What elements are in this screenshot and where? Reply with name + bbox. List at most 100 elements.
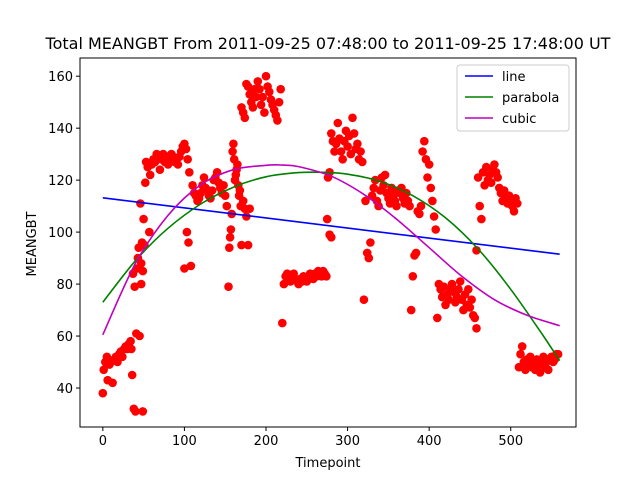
data-point-197 [366, 238, 375, 247]
data-point-276 [493, 173, 503, 182]
legend-label-parabola: parabola [502, 91, 559, 106]
data-point-69 [184, 238, 193, 247]
data-point-1 [99, 365, 108, 375]
data-point-189 [353, 139, 362, 149]
data-point-122 [248, 103, 258, 112]
data-point-251 [454, 285, 463, 294]
data-point-125 [253, 77, 263, 86]
data-point-138 [274, 97, 284, 107]
data-point-35 [136, 279, 146, 289]
data-point-83 [207, 186, 217, 195]
data-point-175 [330, 147, 339, 156]
data-point-67 [180, 264, 189, 273]
data-point-307 [544, 365, 553, 375]
plot-area: 0 100 200 300 400 500 40 60 80 100 120 140 160 [48, 57, 577, 449]
y-tick-label-4: 120 [48, 174, 73, 189]
data-point-262 [472, 324, 481, 333]
data-point-265 [475, 201, 485, 211]
data-point-48 [155, 165, 165, 174]
data-point-213 [392, 201, 401, 211]
data-point-19 [127, 344, 136, 354]
chart-title: Total MEANGBT From 2011-09-25 07:48:00 t… [45, 34, 611, 53]
data-point-228 [416, 201, 426, 211]
data-point-238 [433, 313, 442, 323]
data-point-66 [185, 168, 194, 177]
data-point-70 [186, 261, 196, 271]
data-point-95 [225, 233, 235, 242]
data-point-112 [242, 212, 251, 221]
data-point-222 [406, 305, 416, 315]
data-point-25 [136, 199, 145, 208]
data-point-206 [380, 170, 390, 180]
legend-label-line: line [502, 70, 525, 85]
y-tick-label-5: 140 [48, 122, 73, 137]
data-point-29 [140, 240, 149, 250]
data-point-180 [338, 155, 348, 164]
data-point-269 [482, 162, 491, 172]
data-point-96 [226, 225, 236, 234]
data-point-139 [276, 84, 286, 94]
data-point-113 [243, 240, 253, 250]
data-point-225 [411, 248, 421, 258]
data-point-94 [225, 243, 234, 252]
data-point-247 [447, 279, 457, 289]
data-point-65 [183, 155, 192, 164]
data-point-168 [322, 214, 332, 224]
data-point-167 [322, 272, 331, 281]
data-point-59 [173, 160, 183, 169]
x-tick-label-2: 200 [254, 434, 279, 449]
data-point-114 [245, 204, 254, 213]
data-point-272 [486, 178, 496, 187]
data-point-257 [464, 285, 473, 294]
data-point-261 [470, 313, 480, 323]
x-tick-label-1: 100 [172, 434, 197, 449]
data-point-291 [517, 342, 527, 351]
data-point-179 [336, 147, 346, 156]
data-point-20 [127, 370, 137, 380]
series-cubic-line [102, 163, 560, 336]
data-point-170 [327, 233, 336, 242]
data-point-64 [181, 144, 191, 154]
data-point-274 [490, 160, 499, 169]
data-point-98 [228, 147, 237, 156]
y-tick-label-1: 60 [56, 330, 73, 345]
data-point-252 [455, 277, 465, 286]
data-point-130 [261, 71, 271, 81]
data-point-140 [278, 318, 287, 328]
data-point-38 [141, 178, 150, 187]
data-point-110 [238, 196, 248, 206]
data-point-137 [273, 116, 282, 125]
data-point-229 [418, 147, 427, 156]
data-point-37 [138, 407, 148, 416]
data-point-13 [118, 352, 127, 362]
y-tick-label-2: 80 [56, 278, 73, 293]
data-point-119 [243, 82, 253, 91]
data-points [98, 71, 563, 416]
series-line-line [102, 197, 560, 255]
data-point-129 [260, 108, 269, 117]
data-point-128 [258, 92, 268, 102]
data-point-0 [98, 388, 108, 398]
x-axis-label: Timepoint [295, 456, 361, 471]
data-point-263 [472, 246, 481, 255]
x-tick-label-4: 400 [417, 434, 442, 449]
x-tick-label-0: 0 [99, 434, 107, 449]
data-point-191 [356, 147, 365, 156]
data-point-196 [364, 253, 374, 263]
data-point-18 [126, 336, 135, 346]
data-point-290 [516, 349, 525, 359]
data-point-235 [428, 196, 437, 206]
data-point-236 [429, 212, 439, 221]
data-point-187 [349, 129, 359, 138]
data-point-234 [426, 183, 436, 193]
x-tick-label-3: 300 [335, 434, 360, 449]
data-point-193 [359, 295, 369, 305]
data-point-232 [423, 173, 432, 182]
y-tick-label-3: 100 [48, 226, 73, 241]
data-point-28 [139, 214, 148, 224]
data-point-90 [219, 181, 228, 190]
data-point-288 [513, 199, 522, 208]
data-point-183 [343, 142, 352, 151]
data-point-237 [431, 225, 441, 234]
data-point-36 [138, 266, 148, 276]
